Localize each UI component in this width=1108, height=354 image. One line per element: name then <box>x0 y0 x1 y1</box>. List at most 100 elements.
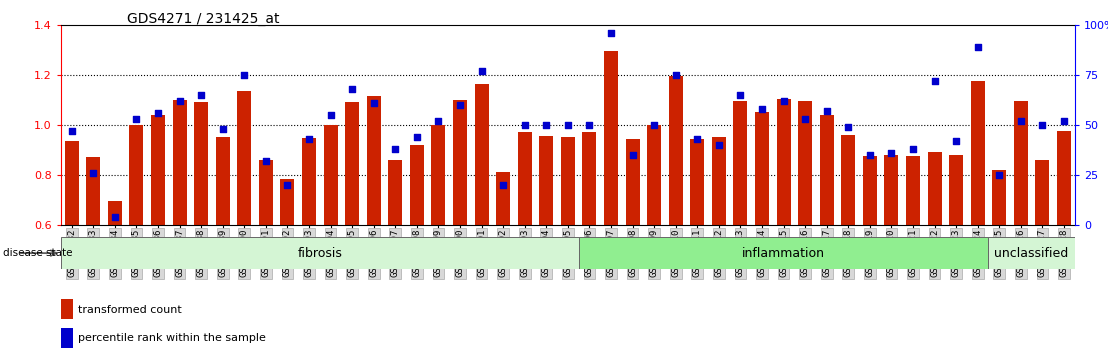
Bar <box>1035 160 1049 225</box>
Bar <box>884 155 899 225</box>
Point <box>278 182 296 188</box>
Bar <box>216 137 229 225</box>
Point <box>408 134 425 139</box>
Bar <box>583 132 596 225</box>
Bar <box>324 125 338 225</box>
Bar <box>647 125 661 225</box>
Point <box>904 146 922 152</box>
Point <box>300 136 318 142</box>
Point <box>387 146 404 152</box>
Text: transformed count: transformed count <box>78 305 182 315</box>
Bar <box>755 112 769 225</box>
Bar <box>711 137 726 225</box>
Bar <box>453 100 466 225</box>
Bar <box>302 138 316 225</box>
Point <box>947 138 965 144</box>
Bar <box>61 299 73 319</box>
Text: disease state: disease state <box>3 248 73 258</box>
Point <box>321 112 339 118</box>
Point <box>171 98 188 104</box>
Bar <box>517 132 532 225</box>
Point <box>818 108 835 114</box>
Point <box>494 182 512 188</box>
Point <box>753 106 771 112</box>
Bar <box>841 135 855 225</box>
Point <box>602 30 619 36</box>
Bar <box>61 328 73 348</box>
Point <box>558 122 576 128</box>
Point <box>968 44 986 50</box>
Bar <box>626 139 639 225</box>
Bar <box>578 237 988 269</box>
Point <box>688 136 706 142</box>
Bar <box>561 137 575 225</box>
Bar <box>367 96 381 225</box>
Point <box>883 150 901 156</box>
Point <box>63 128 81 133</box>
Point <box>840 124 858 130</box>
Bar <box>777 98 791 225</box>
Point <box>537 122 555 128</box>
Point <box>257 158 275 164</box>
Point <box>710 142 728 148</box>
Point <box>343 86 361 92</box>
Bar <box>540 136 553 225</box>
Text: percentile rank within the sample: percentile rank within the sample <box>78 333 266 343</box>
Bar <box>388 160 402 225</box>
Bar <box>151 115 165 225</box>
Bar <box>345 102 359 225</box>
Text: inflammation: inflammation <box>742 247 825 259</box>
Point <box>774 98 792 104</box>
Point <box>150 110 167 116</box>
Bar <box>798 101 812 225</box>
Point <box>1055 118 1073 124</box>
Bar <box>820 115 833 225</box>
Text: unclassified: unclassified <box>995 247 1069 259</box>
Point <box>645 122 663 128</box>
Bar <box>1057 131 1071 225</box>
Bar <box>669 76 683 225</box>
Bar <box>906 156 920 225</box>
Point <box>451 102 469 108</box>
Point <box>797 116 814 122</box>
Bar <box>410 145 424 225</box>
Point <box>516 122 534 128</box>
Point <box>214 126 232 132</box>
Bar <box>950 155 963 225</box>
Point <box>84 170 102 176</box>
Bar <box>1014 101 1028 225</box>
Point <box>1012 118 1029 124</box>
Point <box>991 172 1008 178</box>
Bar <box>130 125 143 225</box>
Bar <box>971 81 985 225</box>
Point <box>667 72 685 78</box>
Point <box>861 152 879 158</box>
Point <box>731 92 749 98</box>
Bar <box>690 138 705 225</box>
Point <box>430 118 448 124</box>
Bar <box>259 160 273 225</box>
Bar <box>107 201 122 225</box>
Bar <box>64 141 79 225</box>
Point <box>624 152 642 158</box>
Bar <box>863 156 876 225</box>
Bar <box>496 172 510 225</box>
Bar <box>988 237 1075 269</box>
Point <box>581 122 598 128</box>
Bar <box>927 152 942 225</box>
Bar <box>604 51 618 225</box>
Point <box>235 72 253 78</box>
Bar <box>61 237 578 269</box>
Point <box>106 214 124 219</box>
Point <box>127 116 145 122</box>
Bar <box>474 84 489 225</box>
Point <box>473 68 491 74</box>
Bar <box>237 91 252 225</box>
Bar <box>86 157 101 225</box>
Bar <box>993 170 1006 225</box>
Point <box>365 100 382 105</box>
Point <box>1034 122 1051 128</box>
Bar <box>194 102 208 225</box>
Bar <box>733 101 748 225</box>
Text: fibrosis: fibrosis <box>297 247 342 259</box>
